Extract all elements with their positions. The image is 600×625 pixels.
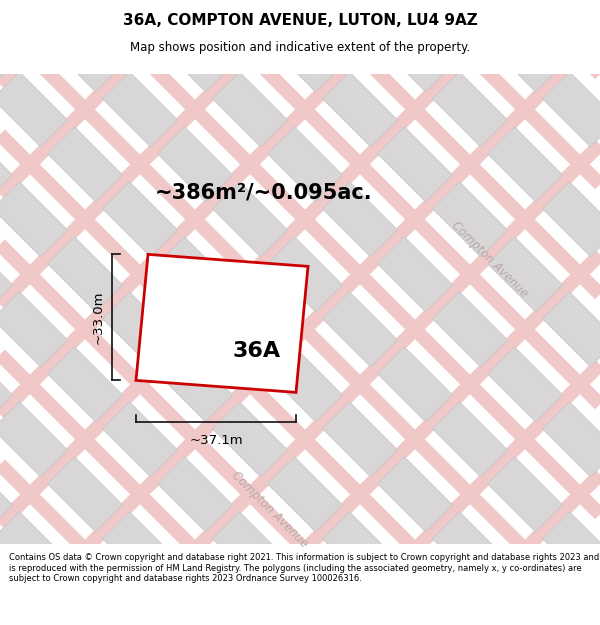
Polygon shape <box>136 254 308 392</box>
Polygon shape <box>323 292 397 367</box>
Polygon shape <box>158 347 232 422</box>
Polygon shape <box>0 17 13 92</box>
Text: 36A: 36A <box>233 341 281 361</box>
Polygon shape <box>488 457 562 532</box>
Polygon shape <box>542 182 600 257</box>
Text: Map shows position and indicative extent of the property.: Map shows position and indicative extent… <box>130 41 470 54</box>
Polygon shape <box>377 17 452 92</box>
Polygon shape <box>542 72 600 147</box>
Polygon shape <box>488 127 562 202</box>
Polygon shape <box>103 182 178 257</box>
Polygon shape <box>212 182 287 257</box>
Polygon shape <box>542 402 600 477</box>
Polygon shape <box>212 512 287 587</box>
Polygon shape <box>158 457 232 532</box>
Polygon shape <box>433 182 508 257</box>
Polygon shape <box>377 347 452 422</box>
Polygon shape <box>0 182 67 257</box>
Polygon shape <box>0 457 13 532</box>
Polygon shape <box>268 457 343 532</box>
Polygon shape <box>488 347 562 422</box>
Polygon shape <box>542 512 600 587</box>
Polygon shape <box>0 237 13 312</box>
Polygon shape <box>488 17 562 92</box>
Text: 36A, COMPTON AVENUE, LUTON, LU4 9AZ: 36A, COMPTON AVENUE, LUTON, LU4 9AZ <box>122 13 478 28</box>
Text: Compton Avenue: Compton Avenue <box>449 219 531 300</box>
Polygon shape <box>158 237 232 312</box>
Polygon shape <box>212 292 287 367</box>
Polygon shape <box>323 402 397 477</box>
Polygon shape <box>323 512 397 587</box>
Polygon shape <box>433 292 508 367</box>
Polygon shape <box>268 127 343 202</box>
Polygon shape <box>433 512 508 587</box>
Polygon shape <box>47 17 122 92</box>
Polygon shape <box>268 347 343 422</box>
Polygon shape <box>0 347 13 422</box>
Text: ~33.0m: ~33.0m <box>91 291 104 344</box>
Polygon shape <box>433 402 508 477</box>
Polygon shape <box>0 292 67 367</box>
Polygon shape <box>103 512 178 587</box>
Polygon shape <box>47 457 122 532</box>
Text: Compton Avenue: Compton Avenue <box>229 469 311 550</box>
Text: Contains OS data © Crown copyright and database right 2021. This information is : Contains OS data © Crown copyright and d… <box>9 553 599 583</box>
Polygon shape <box>47 127 122 202</box>
Polygon shape <box>377 457 452 532</box>
Polygon shape <box>103 72 178 147</box>
Polygon shape <box>0 72 67 147</box>
Polygon shape <box>0 512 67 587</box>
Polygon shape <box>212 402 287 477</box>
Polygon shape <box>323 72 397 147</box>
Polygon shape <box>47 347 122 422</box>
Polygon shape <box>488 237 562 312</box>
Text: ~386m²/~0.095ac.: ~386m²/~0.095ac. <box>155 182 373 203</box>
Polygon shape <box>542 292 600 367</box>
Text: ~37.1m: ~37.1m <box>189 434 243 447</box>
Polygon shape <box>433 72 508 147</box>
Polygon shape <box>377 127 452 202</box>
Polygon shape <box>268 237 343 312</box>
Polygon shape <box>158 17 232 92</box>
Polygon shape <box>268 17 343 92</box>
Polygon shape <box>0 127 13 202</box>
Polygon shape <box>103 402 178 477</box>
Polygon shape <box>0 402 67 477</box>
Polygon shape <box>103 292 178 367</box>
Polygon shape <box>47 237 122 312</box>
Polygon shape <box>158 127 232 202</box>
Polygon shape <box>377 237 452 312</box>
Polygon shape <box>212 72 287 147</box>
Polygon shape <box>323 182 397 257</box>
